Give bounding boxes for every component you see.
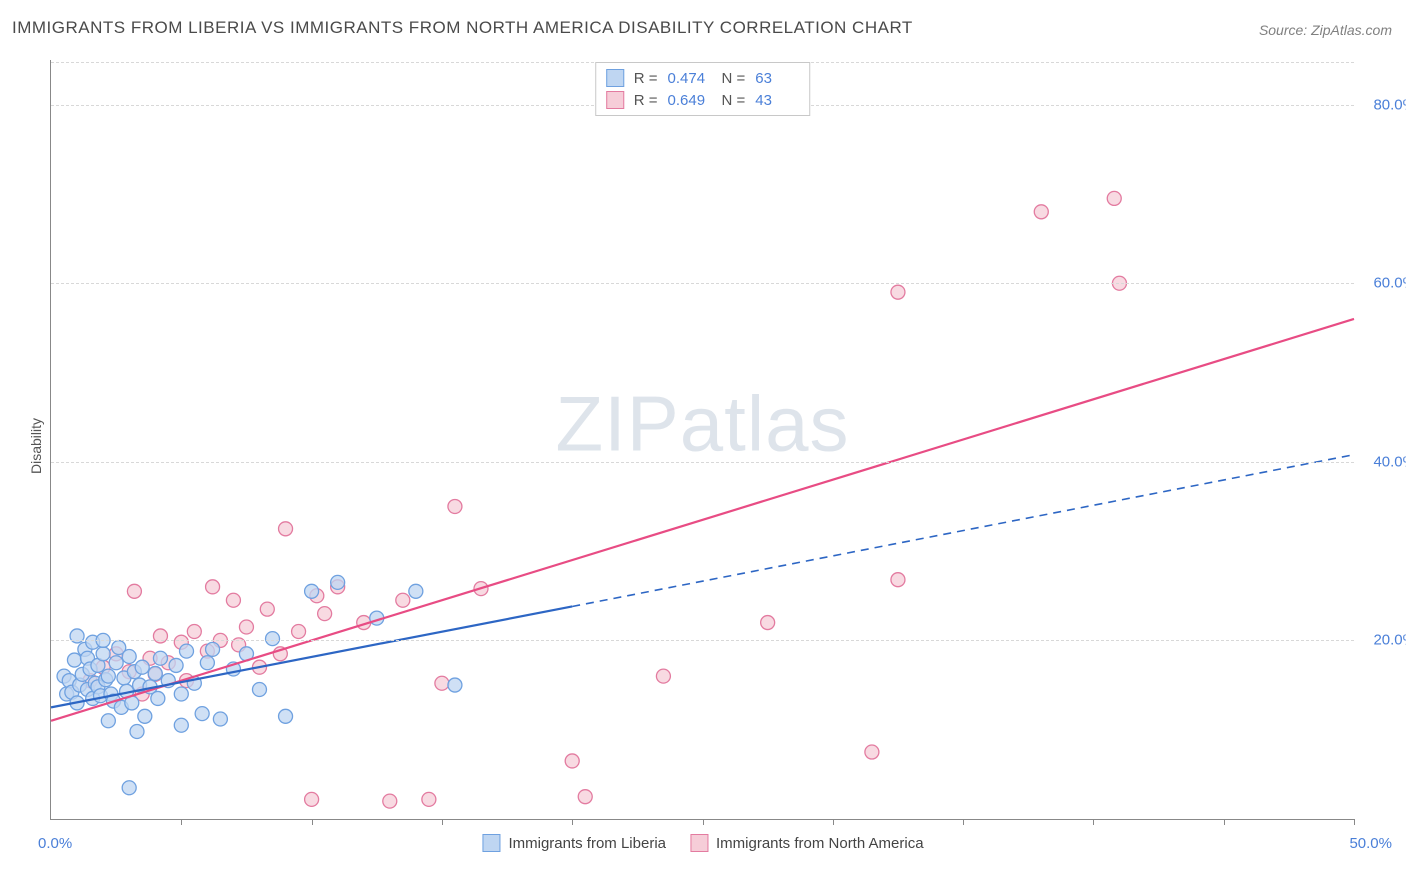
y-tick-label: 60.0% bbox=[1360, 275, 1406, 292]
legend-item-north-america: Immigrants from North America bbox=[690, 834, 924, 852]
y-tick-label: 40.0% bbox=[1360, 453, 1406, 470]
chart-svg bbox=[51, 60, 1354, 819]
legend-row-north-america: R =0.649 N =43 bbox=[606, 89, 800, 111]
y-tick-label: 80.0% bbox=[1360, 96, 1406, 113]
source-label: Source: ZipAtlas.com bbox=[1259, 22, 1392, 38]
legend-row-liberia: R =0.474 N =63 bbox=[606, 67, 800, 89]
swatch-liberia-icon bbox=[482, 834, 500, 852]
y-axis-label: Disability bbox=[28, 418, 44, 474]
x-axis-start-label: 0.0% bbox=[38, 835, 72, 852]
swatch-north-america bbox=[606, 91, 624, 109]
legend-label-north-america: Immigrants from North America bbox=[716, 835, 924, 852]
series-legend: Immigrants from Liberia Immigrants from … bbox=[482, 834, 923, 852]
legend-item-liberia: Immigrants from Liberia bbox=[482, 834, 666, 852]
y-tick-label: 20.0% bbox=[1360, 632, 1406, 649]
swatch-liberia bbox=[606, 69, 624, 87]
x-axis-end-label: 50.0% bbox=[1349, 835, 1392, 852]
plot-area: ZIPatlas R =0.474 N =63 R =0.649 N =43 2… bbox=[50, 60, 1354, 820]
correlation-legend: R =0.474 N =63 R =0.649 N =43 bbox=[595, 62, 811, 116]
legend-label-liberia: Immigrants from Liberia bbox=[508, 835, 666, 852]
chart-title: IMMIGRANTS FROM LIBERIA VS IMMIGRANTS FR… bbox=[12, 18, 913, 38]
swatch-north-america-icon bbox=[690, 834, 708, 852]
